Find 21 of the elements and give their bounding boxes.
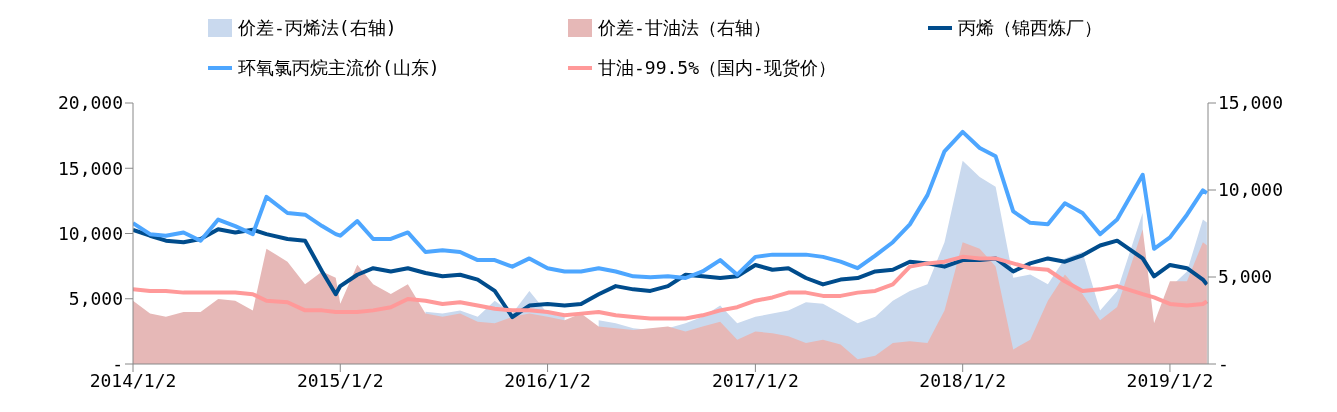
y-tick-label: 15,000 (57, 157, 123, 179)
legend-label: 丙烯（锦西炼厂） (958, 16, 1102, 40)
legend-label: 价差-丙烯法(右轴) (238, 16, 397, 40)
x-tick-label: 2019/1/2 (1126, 369, 1214, 391)
legend-label: 甘油-99.5%（国内-现货价） (598, 56, 836, 80)
legend-label: 价差-甘油法（右轴） (598, 16, 771, 40)
y2-tick-label: 15,000 (1218, 92, 1284, 114)
y-tick-label: 10,000 (57, 222, 123, 244)
line-series (133, 254, 1208, 321)
legend-label: 环氧氯丙烷主流价(山东) (238, 56, 440, 80)
y2-tick-label: - (1218, 353, 1229, 375)
line-series (133, 129, 1208, 280)
line-series (133, 227, 1208, 320)
y2-tick-label: 10,000 (1218, 179, 1284, 201)
x-tick-label: 2016/1/2 (504, 369, 591, 391)
x-tick-label: 2018/1/2 (919, 369, 1007, 391)
y2-tick-label: 5,000 (1218, 266, 1273, 288)
x-tick-label: 2015/1/2 (296, 369, 384, 391)
x-tick-label: 2017/1/2 (712, 369, 799, 391)
y-tick-label: 5,000 (68, 288, 123, 310)
y-tick-label: 20,000 (57, 92, 123, 114)
